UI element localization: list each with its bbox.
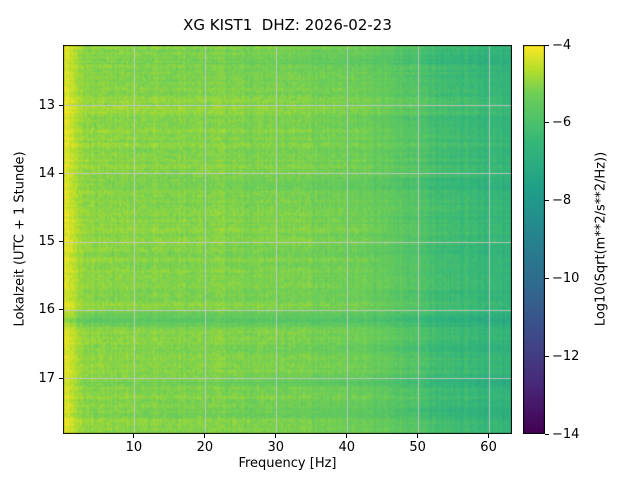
x-tick-label: 50 (409, 440, 426, 455)
colorbar-tick-mark (545, 433, 549, 435)
y-tick-label: 14 (38, 165, 55, 181)
x-tick-mark (346, 434, 348, 438)
x-tick-mark (275, 434, 277, 438)
x-tick-label: 30 (267, 440, 285, 455)
colorbar-tick-label: −4 (552, 37, 572, 53)
x-tick-label: 40 (338, 440, 355, 455)
colorbar-label: Log10(Sqrt(m**2/s**2/Hz)) (593, 151, 609, 327)
x-tick-mark (488, 434, 490, 438)
x-axis-label: Frequency [Hz] (238, 456, 337, 471)
x-tick-mark (204, 434, 206, 438)
y-tick-mark (59, 377, 63, 379)
x-tick-label: 60 (480, 440, 497, 455)
spectrogram-canvas (63, 45, 512, 434)
y-axis-label: Lokalzeit (UTC + 1 Stunde) (12, 151, 28, 327)
y-tick-mark (59, 309, 63, 311)
colorbar-tick-label: −12 (552, 348, 580, 364)
colorbar-tick-mark (545, 277, 549, 279)
y-tick-mark (59, 241, 63, 243)
colorbar-tick-label: −6 (552, 115, 572, 131)
colorbar-tick-label: −14 (552, 426, 580, 442)
colorbar-tick-label: −8 (552, 193, 572, 209)
colorbar-tick-mark (545, 44, 549, 46)
colorbar-tick-mark (545, 200, 549, 202)
colorbar-tick-mark (545, 355, 549, 357)
x-tick-label: 10 (125, 440, 143, 455)
x-tick-mark (417, 434, 419, 438)
colorbar-gradient (523, 45, 545, 434)
y-tick-mark (59, 172, 63, 174)
y-tick-label: 13 (38, 97, 55, 113)
colorbar-tick-mark (545, 122, 549, 124)
x-tick-mark (133, 434, 135, 438)
y-tick-label: 17 (38, 370, 55, 386)
y-tick-label: 16 (38, 302, 55, 318)
chart-title: XG KIST1 DHZ: 2026-02-23 (183, 16, 392, 34)
x-tick-label: 20 (196, 440, 214, 455)
y-tick-mark (59, 104, 63, 106)
y-tick-label: 15 (38, 234, 55, 250)
colorbar-tick-label: −10 (552, 270, 580, 286)
